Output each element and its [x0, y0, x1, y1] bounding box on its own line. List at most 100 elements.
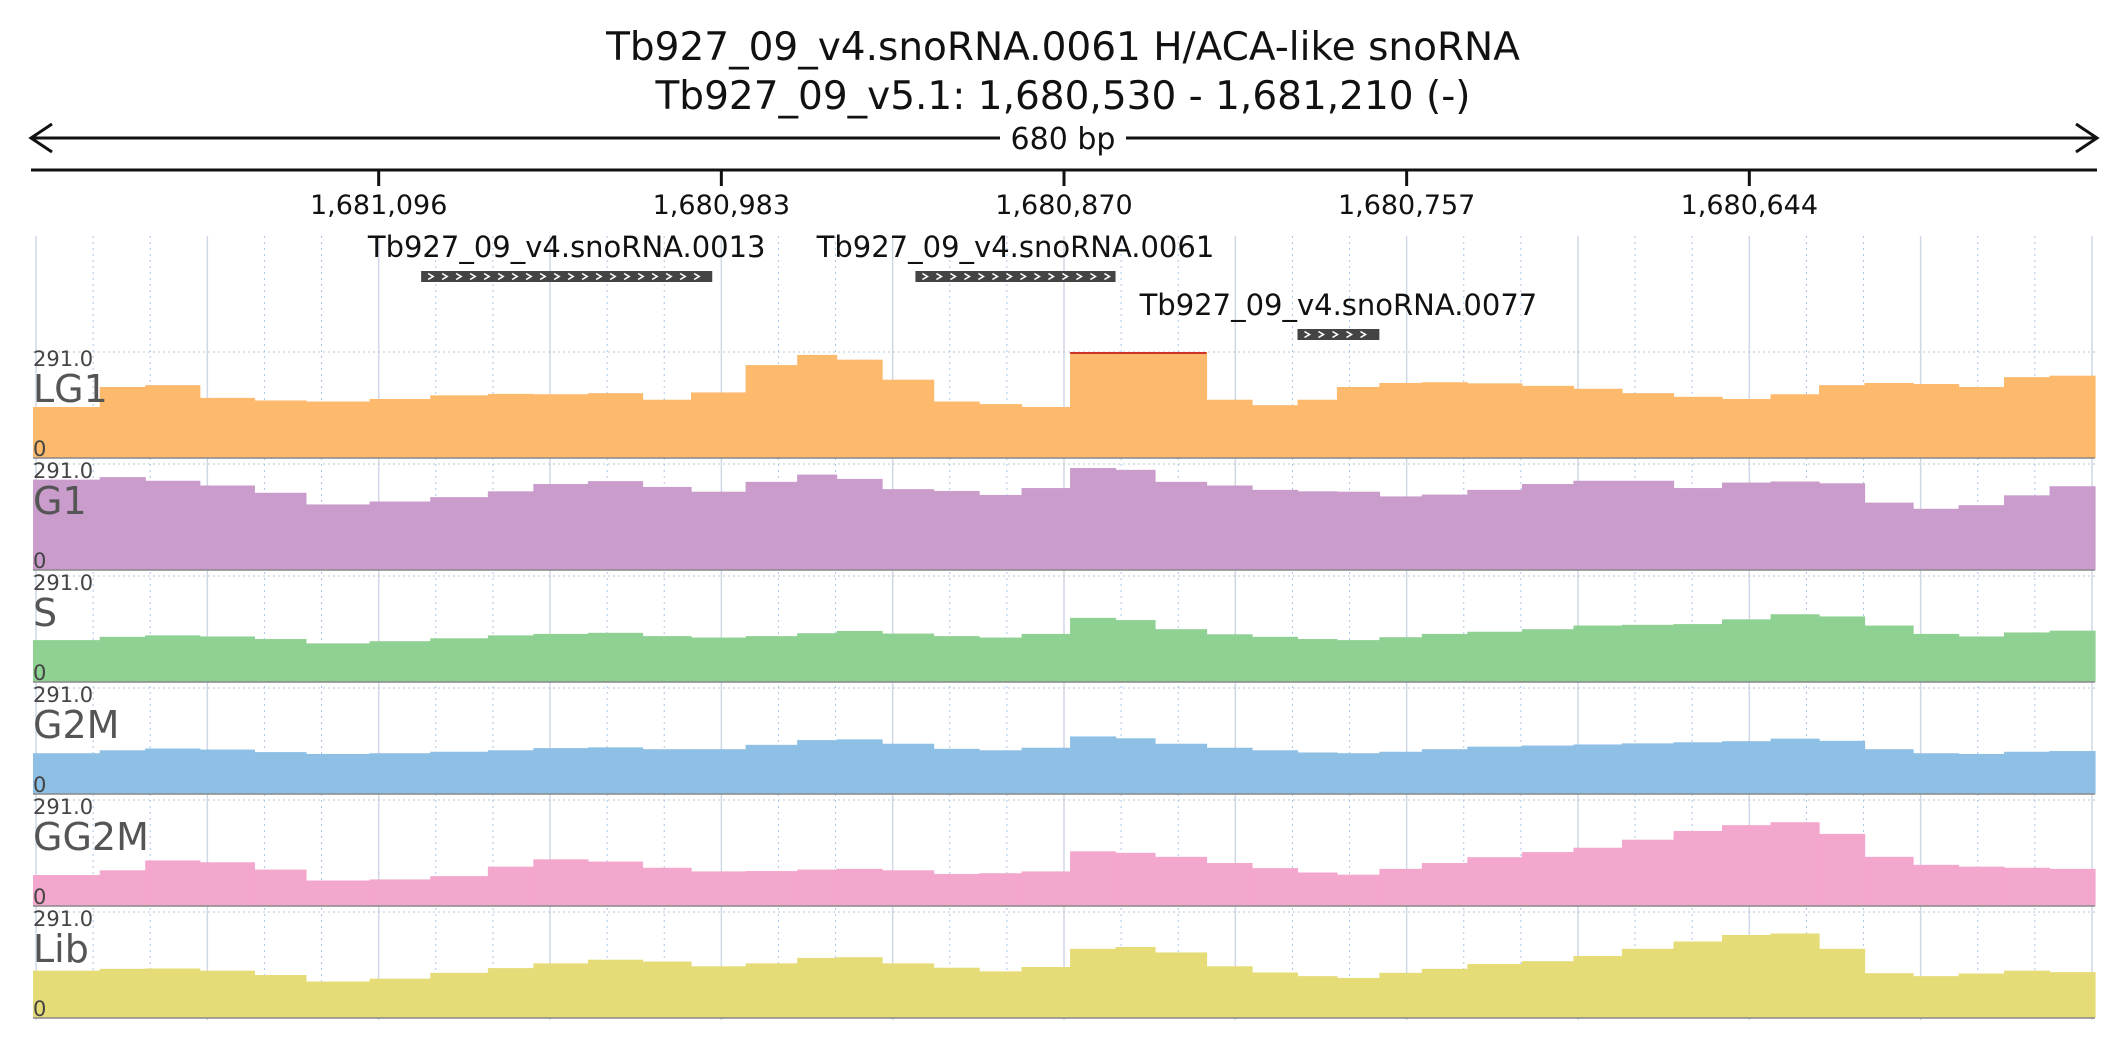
coverage-bar: [305, 880, 371, 906]
coverage-bar: [305, 981, 371, 1018]
strand-arrow-icon: [581, 272, 589, 281]
coverage-bar: [1297, 976, 1338, 1018]
coverage-bar: [1673, 742, 1723, 794]
strand-arrow-icon: [539, 272, 547, 281]
coverage-bar: [1021, 967, 1071, 1018]
coverage-bar: [1252, 636, 1299, 682]
coverage-bar: [882, 743, 935, 794]
coverage-bar: [1336, 640, 1380, 682]
coverage-bar: [642, 961, 692, 1018]
coverage-bar: [254, 492, 307, 570]
coverage-bar: [1467, 964, 1523, 1018]
track-name: LG1: [33, 367, 108, 411]
strand-arrow-icon: [1076, 272, 1083, 281]
coverage-bar: [836, 631, 883, 682]
coverage-bar: [1154, 352, 1208, 458]
coverage-bar: [1819, 833, 1866, 906]
coverage-bar: [33, 970, 101, 1018]
coverage-bar: [1673, 624, 1723, 682]
coverage-bar: [1521, 484, 1575, 570]
coverage-bar: [1297, 752, 1338, 794]
coverage-bar: [1379, 382, 1423, 458]
coverage-bar: [1467, 489, 1523, 570]
axis-tick-label: 1,681,096: [310, 190, 447, 221]
coverage-bar: [487, 393, 534, 458]
coverage-bar: [99, 477, 146, 570]
strand-arrow-icon: [1006, 272, 1013, 281]
coverage-bar: [1206, 485, 1253, 570]
coverage-bar: [1722, 741, 1772, 794]
coverage-bar: [254, 400, 307, 458]
strand-arrow-icon: [567, 272, 575, 281]
track-scale-max: 291.0: [33, 907, 93, 931]
coverage-bar: [1722, 934, 1772, 1018]
coverage-bar: [1958, 636, 2005, 682]
coverage-bar: [1252, 489, 1299, 570]
coverage-bar: [587, 861, 644, 906]
strand-arrow-icon: [1332, 330, 1340, 339]
coverage-bar: [99, 870, 146, 906]
coverage-bar: [33, 479, 101, 570]
coverage-bar: [797, 957, 838, 1018]
coverage-bar: [745, 871, 798, 906]
coverage-bar: [1770, 614, 1820, 682]
track-scale-max: 291.0: [33, 459, 93, 483]
track-name: G1: [33, 479, 87, 523]
coverage-bar: [1115, 469, 1156, 570]
coverage-bar: [1819, 740, 1866, 794]
coverage-bar: [1297, 872, 1338, 906]
coverage-bar: [1154, 481, 1208, 570]
coverage-bar: [797, 633, 838, 682]
coverage-bar: [1336, 491, 1380, 570]
coverage-bar: [369, 398, 431, 458]
coverage-bar: [254, 975, 307, 1018]
coverage-bar: [1722, 482, 1772, 570]
coverage-bar: [1621, 480, 1675, 570]
coverage-bar: [882, 489, 935, 570]
coverage-bar: [1070, 617, 1117, 682]
coverage-bar: [797, 474, 838, 570]
track-name: S: [33, 591, 57, 635]
span-ruler: 680 bp: [28, 122, 2100, 157]
strand-arrow-icon: [679, 272, 687, 281]
coverage-bar: [33, 407, 101, 458]
strand-arrow-icon: [1346, 330, 1354, 339]
strand-arrow-icon: [1048, 272, 1055, 281]
coverage-bar: [797, 354, 838, 458]
coverage-bar: [1521, 745, 1575, 794]
coverage-bar: [1864, 749, 1914, 794]
coverage-bar: [882, 963, 935, 1018]
strand-arrow-icon: [964, 272, 971, 281]
coverage-bar: [1154, 743, 1208, 794]
track-scale-max: 291.0: [33, 347, 93, 371]
coverage-bar: [979, 750, 1023, 794]
track-scale-min: 0: [33, 661, 46, 685]
coverage-bar: [1573, 480, 1623, 570]
coverage-bar: [1252, 972, 1299, 1018]
coverage-bar: [1421, 494, 1468, 570]
coverage-bar: [933, 748, 980, 794]
coverage-bar: [836, 478, 883, 570]
coverage-bar: [836, 739, 883, 794]
track-scale-min: 0: [33, 549, 46, 573]
coverage-bar: [979, 494, 1023, 570]
coverage-bar: [254, 752, 307, 794]
coverage-bar: [199, 397, 255, 458]
strand-arrow-icon: [1104, 272, 1111, 281]
strand-arrow-icon: [992, 272, 999, 281]
strand-arrow-icon: [1034, 272, 1041, 281]
coverage-bar: [305, 753, 371, 794]
coverage-bar: [882, 870, 935, 906]
gene-label: Tb927_09_v4.snoRNA.0061: [816, 230, 1215, 264]
gene-track: Tb927_09_v4.snoRNA.0013 Tb927_09_v4.snoRN…: [367, 230, 1537, 340]
coverage-bar: [642, 867, 692, 906]
coverage-bar: [2049, 972, 2096, 1018]
coverage-bar: [1770, 933, 1820, 1018]
coverage-bar: [1021, 407, 1071, 458]
coverage-bar: [1864, 625, 1914, 682]
coverage-bar: [745, 481, 798, 570]
coverage-bar: [145, 480, 201, 570]
coverage-bar: [1070, 948, 1117, 1018]
strand-arrow-icon: [553, 272, 561, 281]
arrow-right-icon: [2075, 122, 2100, 154]
